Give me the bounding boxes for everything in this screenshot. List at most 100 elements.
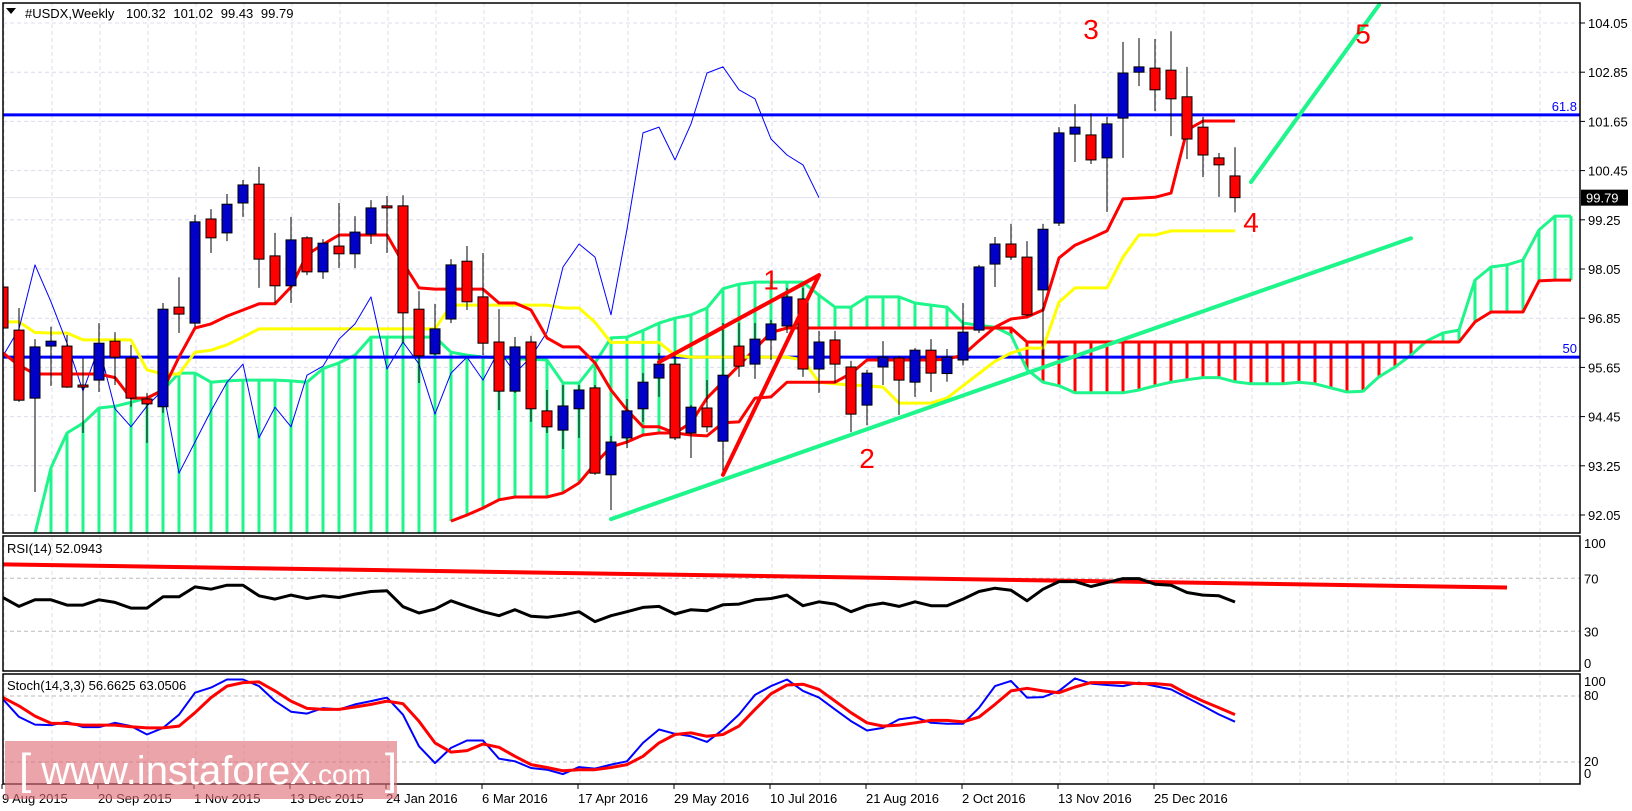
candle: [669, 353, 681, 440]
candle: [493, 309, 505, 411]
candle-body-bullish: [1069, 126, 1081, 135]
candle-body-bearish: [461, 260, 473, 303]
candle-body-bullish: [1037, 228, 1049, 291]
candle-body-bearish: [1021, 256, 1033, 316]
candle: [1069, 104, 1081, 162]
candle-body-bearish: [493, 341, 505, 392]
candle: [1085, 113, 1097, 165]
date-tick-label: 2 Oct 2016: [962, 791, 1026, 806]
candle: [845, 360, 857, 433]
candle: [557, 385, 569, 449]
rsi-trendline[interactable]: [3, 562, 1508, 590]
trendline[interactable]: [657, 273, 821, 365]
watermark-bracket-close: ]: [384, 745, 397, 794]
candle-body-bearish: [173, 306, 185, 315]
candle-body-bullish: [989, 243, 1001, 265]
candle: [701, 380, 713, 433]
date-tick-label: 24 Jan 2016: [386, 791, 458, 806]
candle: [189, 214, 201, 327]
candle-body-bullish: [941, 356, 953, 375]
candle: [637, 373, 649, 422]
high-value: 101.02: [173, 6, 213, 21]
candles: [3, 31, 1241, 511]
candle-body-bullish: [29, 346, 41, 399]
trendline[interactable]: [721, 273, 821, 477]
candle-body-bearish: [141, 398, 153, 405]
candle: [1133, 38, 1145, 87]
candle-body-bullish: [237, 184, 249, 204]
candle: [525, 335, 537, 422]
candle-body-bullish: [557, 405, 569, 431]
candle: [973, 264, 985, 333]
candle-body-bullish: [781, 296, 793, 327]
candle-body-bullish: [1053, 132, 1065, 224]
candle: [733, 323, 745, 377]
level-label: 61.8: [1552, 99, 1577, 114]
rsi-indicator: [3, 562, 1508, 624]
wave-label: 3: [1083, 14, 1099, 45]
candle: [285, 216, 297, 304]
date-tick-label: 25 Dec 2016: [1154, 791, 1228, 806]
candle: [1021, 241, 1033, 317]
candle: [157, 303, 169, 413]
candle: [861, 369, 873, 426]
candle-body-bearish: [733, 345, 745, 367]
candle-body-bullish: [221, 203, 233, 234]
candle: [477, 253, 489, 356]
candle: [1005, 223, 1017, 260]
candle: [1181, 66, 1193, 160]
price-tick-label: 98.05: [1588, 262, 1621, 277]
candle-body-bullish: [909, 349, 921, 383]
trendline[interactable]: [1249, 3, 1381, 185]
candle: [45, 326, 57, 386]
candle-body-bullish: [1101, 123, 1113, 159]
candle-body-bearish: [1005, 243, 1017, 258]
candle-body-bearish: [1165, 69, 1177, 100]
watermark: [www.instaforex.com]: [5, 741, 397, 799]
axes: 104.05 102.85 101.65 100.45 99.25 98.05 96.85 9…: [1, 16, 1628, 806]
candle: [909, 348, 921, 397]
candle: [941, 348, 953, 382]
candle-body-bullish: [1117, 72, 1129, 119]
candle: [365, 200, 377, 244]
candle-body-bullish: [429, 328, 441, 355]
date-tick-label: 10 Jul 2016: [770, 791, 837, 806]
date-tick-label: 6 Mar 2016: [482, 791, 548, 806]
price-tick-label: 96.85: [1588, 311, 1621, 326]
candle-body-bearish: [109, 340, 121, 358]
candle: [1213, 152, 1225, 197]
candle-body-bearish: [61, 345, 73, 388]
candle: [13, 307, 25, 402]
candle: [541, 389, 553, 433]
trendlines[interactable]: 1 2 3 4 5: [609, 3, 1413, 522]
price-tick-label: 93.25: [1588, 459, 1621, 474]
candle-body-bullish: [877, 356, 889, 368]
candle: [717, 323, 729, 475]
price-tick-label: 101.65: [1588, 114, 1628, 129]
candle-body-bearish: [525, 341, 537, 410]
candle-body-bearish: [333, 245, 345, 255]
candle: [301, 236, 313, 276]
candle: [237, 180, 249, 217]
last-price-box: [1581, 189, 1628, 206]
candle-body-bearish: [381, 205, 393, 209]
collapse-triangle-icon[interactable]: [6, 8, 16, 14]
candle-body-bullish: [573, 389, 585, 410]
date-tick-label: 29 May 2016: [674, 791, 749, 806]
trendline[interactable]: [609, 236, 1413, 522]
price-tick-label: 94.45: [1588, 410, 1621, 425]
price-tick-label: 92.05: [1588, 508, 1621, 523]
candle: [893, 355, 905, 415]
candle-body-bearish: [669, 363, 681, 439]
stoch-k-line: [3, 677, 1236, 776]
candle: [317, 239, 329, 279]
candle-body-bullish: [957, 331, 969, 361]
candle: [509, 337, 521, 393]
candle: [125, 344, 137, 407]
candle-body-bearish: [1085, 134, 1097, 161]
low-value: 99.43: [221, 6, 254, 21]
price-tick-label: 99.25: [1588, 213, 1621, 228]
candle-body-bullish: [621, 410, 633, 439]
